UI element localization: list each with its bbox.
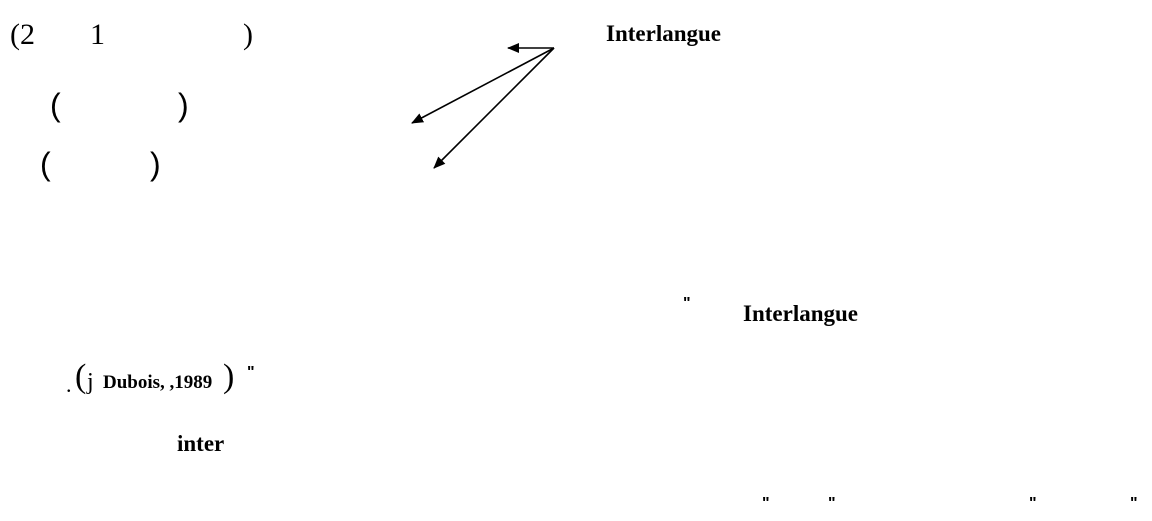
arrow-down: [433, 47, 555, 169]
line2-close: ): [178, 87, 189, 123]
quote-mark-1: ": [762, 495, 770, 512]
line3-close: ): [150, 146, 161, 182]
line2-open: (: [50, 87, 61, 123]
term-interlangue: Interlangue: [743, 301, 858, 326]
quote-mark-3: ": [1029, 495, 1037, 512]
quote-mark-4: ": [1130, 495, 1138, 512]
citation-paren-open: (: [75, 358, 87, 395]
term-inter: inter: [177, 431, 225, 456]
line1-open: (2: [10, 18, 35, 51]
citation-dot: .: [66, 372, 72, 397]
citation-paren-close: ): [223, 358, 235, 395]
line1-number: 1: [90, 18, 105, 51]
arrow-down-left: [411, 47, 555, 124]
quote-mark-2: ": [828, 495, 836, 512]
line3-open: (: [40, 146, 51, 182]
citation-j: j: [87, 369, 94, 395]
heading-interlangue: Interlangue: [606, 21, 721, 46]
quote-close-mark: ": [247, 364, 255, 381]
citation-text: Dubois, ,1989: [103, 372, 213, 393]
line1-close: ): [243, 18, 253, 51]
quote-open-mark: ": [683, 295, 691, 312]
